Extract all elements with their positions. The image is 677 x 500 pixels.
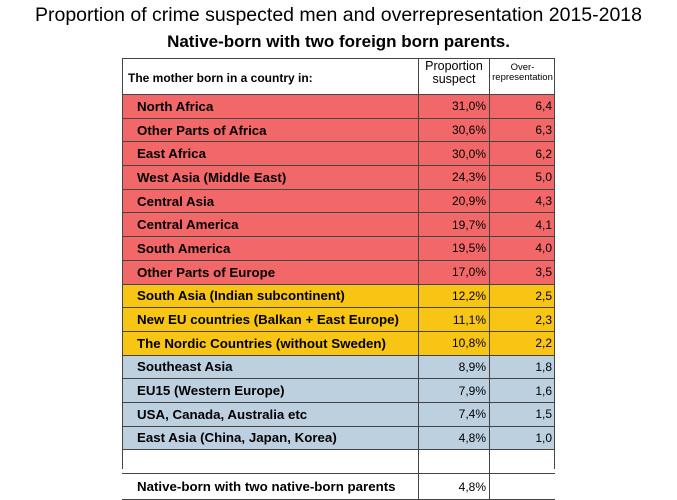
row-region: The Nordic Countries (without Sweden) [122,331,419,355]
header-over-line1: Over- [510,62,535,73]
table-row: Southeast Asia 8,9% 1,8 [122,355,555,380]
row-overrepresentation: 6,4 [535,99,552,114]
table-row: East Asia (China, Japan, Korea) 4,8% 1,0 [122,426,555,451]
row-overrepresentation: 6,3 [535,123,552,138]
row-proportion: 30,6% [419,118,490,142]
row-proportion: 8,9% [419,355,490,379]
row-proportion: 20,9% [419,189,490,213]
row-region: Central America [122,213,419,237]
row-overrepresentation: 1,8 [535,359,552,374]
row-region: South America [122,237,419,260]
row-proportion: 30,0% [419,142,490,166]
row-region: Other Parts of Africa [122,118,419,142]
row-proportion: 12,2% [419,284,490,308]
blank-cell [419,450,490,474]
row-proportion: 19,7% [419,213,490,237]
row-overrepresentation: 2,5 [535,288,552,303]
row-overrepresentation: 5,0 [535,170,552,185]
row-region: South Asia (Indian subcontinent) [122,284,419,308]
data-table: The mother born in a country in: Proport… [122,58,555,500]
row-overrepresentation: 1,0 [535,430,552,445]
chart-title: Proportion of crime suspected men and ov… [34,4,643,26]
row-overrepresentation: 1,5 [535,407,552,422]
native-proportion: 4,8% [419,474,490,500]
row-region: North Africa [122,95,419,118]
header-over-line2: representation [492,72,553,83]
row-proportion: 17,0% [419,260,490,284]
row-region: New EU countries (Balkan + East Europe) [122,308,419,331]
blank-row [122,450,555,475]
row-region: EU15 (Western Europe) [122,379,419,402]
row-proportion: 7,4% [419,402,490,426]
row-overrepresentation: 4,3 [535,194,552,209]
row-region: West Asia (Middle East) [122,166,419,189]
table-row: USA, Canada, Australia etc 7,4% 1,5 [122,402,555,427]
table-row: North Africa 31,0% 6,4 [122,95,555,119]
row-region: Central Asia [122,189,419,213]
table-row: South America 19,5% 4,0 [122,237,555,261]
row-proportion: 10,8% [419,331,490,355]
table-row: EU15 (Western Europe) 7,9% 1,6 [122,379,555,403]
row-region: USA, Canada, Australia etc [122,402,419,426]
row-region: East Africa [122,142,419,166]
row-proportion: 19,5% [419,237,490,260]
table-body: North Africa 31,0% 6,4 Other Parts of Afric… [122,95,555,451]
row-overrepresentation: 3,5 [535,265,552,280]
blank-cell [122,450,419,474]
header-proportion-line2: suspect [432,72,476,86]
table-row: East Africa 30,0% 6,2 [122,142,555,167]
row-overrepresentation: 4,1 [535,217,552,232]
native-row: Native-born with two native-born parents… [122,474,555,500]
row-proportion: 4,8% [419,426,490,450]
table-row: Central Asia 20,9% 4,3 [122,189,555,214]
table-row: Other Parts of Europe 17,0% 3,5 [122,260,555,285]
header-proportion: Proportion suspect [419,59,490,94]
row-region: East Asia (China, Japan, Korea) [122,426,419,450]
table-header: The mother born in a country in: Proport… [122,58,555,95]
header-proportion-line1: Proportion [425,59,483,73]
row-overrepresentation: 2,2 [535,336,552,351]
row-overrepresentation: 4,0 [535,241,552,256]
chart-subtitle: Native-born with two foreign born parent… [167,32,510,51]
table-row: New EU countries (Balkan + East Europe) 1… [122,308,555,332]
table-row: West Asia (Middle East) 24,3% 5,0 [122,166,555,190]
row-proportion: 31,0% [419,95,490,118]
row-overrepresentation: 1,6 [535,383,552,398]
table-row: Other Parts of Africa 30,6% 6,3 [122,118,555,143]
row-proportion: 11,1% [419,308,490,331]
header-country: The mother born in a country in: [122,59,419,94]
row-region: Southeast Asia [122,355,419,379]
row-proportion: 7,9% [419,379,490,402]
native-label: Native-born with two native-born parents [122,474,419,500]
table-row: Central America 19,7% 4,1 [122,213,555,238]
table-row: The Nordic Countries (without Sweden) 10,… [122,331,555,356]
row-region: Other Parts of Europe [122,260,419,284]
row-overrepresentation: 6,2 [535,146,552,161]
row-overrepresentation: 2,3 [535,312,552,327]
header-overrepresentation: Over- representation [490,59,555,94]
table-row: South Asia (Indian subcontinent) 12,2% 2,5 [122,284,555,309]
row-proportion: 24,3% [419,166,490,189]
